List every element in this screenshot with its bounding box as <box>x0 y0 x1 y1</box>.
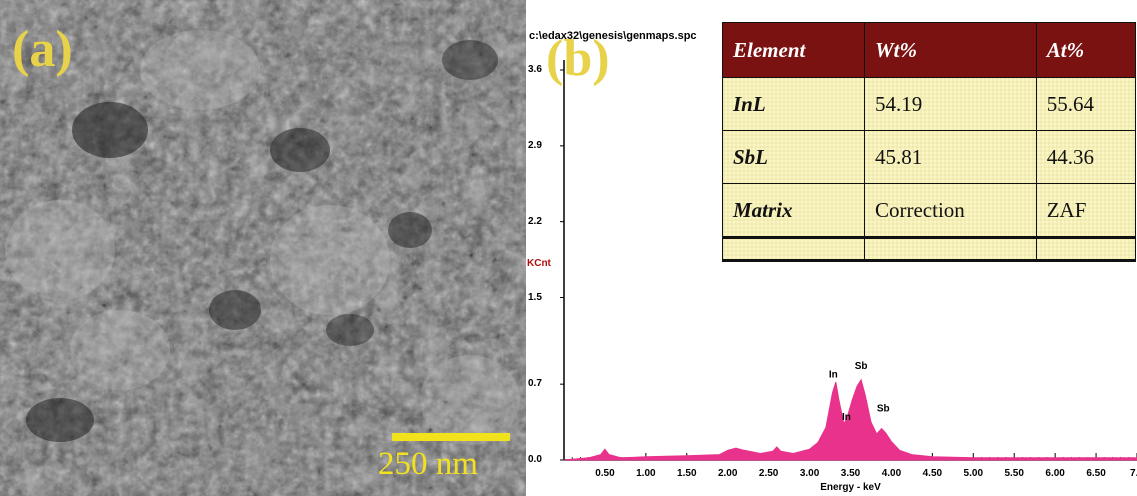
table-cell: Matrix <box>722 183 865 238</box>
table-filler-row <box>722 236 1137 262</box>
panel-a-label: (a) <box>12 21 73 78</box>
sem-image-panel: (a) 250 nm <box>0 0 526 496</box>
table-header-cell: Wt% <box>863 22 1037 78</box>
table-cell: 45.81 <box>863 130 1037 184</box>
y-tick-label: 3.6 <box>528 64 542 75</box>
x-tick-label: 1.50 <box>677 468 697 479</box>
table-cell: SbL <box>722 130 865 184</box>
x-tick-label: 6.50 <box>1086 468 1106 479</box>
table-cell: InL <box>722 77 865 131</box>
table-cell: 55.64 <box>1035 77 1137 131</box>
scale-bar-label: 250 nm <box>378 446 478 482</box>
table-cell: Correction <box>863 183 1037 238</box>
edx-spectrum-chart: 0.50 1.00 1.50 2.00 2.50 3.00 3.50 4.00 4.50 5.00… <box>560 60 1137 493</box>
x-tick-label: 3.00 <box>800 468 820 479</box>
x-tick-label: 4.00 <box>882 468 902 479</box>
table-cell-empty <box>722 236 865 262</box>
y-tick-label: 2.2 <box>528 215 542 227</box>
table-cell-empty <box>863 236 1037 262</box>
y-axis-unit: KCnt <box>527 258 551 269</box>
sem-micrograph <box>0 0 526 496</box>
x-tick-label: 7.0 <box>1130 468 1137 479</box>
spectrum-series <box>563 378 1137 461</box>
table-row: SbL 45.81 44.36 <box>722 130 1137 184</box>
x-tick-label: 2.00 <box>718 468 738 479</box>
table-row: InL 54.19 55.64 <box>722 77 1137 131</box>
x-tick-label: 4.50 <box>923 468 943 479</box>
y-tick-label: 1.5 <box>528 291 542 303</box>
table-cell-empty <box>1035 236 1137 262</box>
x-tick-label: 3.50 <box>841 468 861 479</box>
x-tick-label: 2.50 <box>759 468 779 479</box>
file-path-text: c:\edax32\genesis\genmaps.spc <box>529 30 697 42</box>
x-tick-label: 0.50 <box>595 468 615 479</box>
x-tick-label: 6.00 <box>1045 468 1065 479</box>
table-header-row: Element Wt% At% <box>722 22 1137 78</box>
x-tick-label: 1.00 <box>636 468 656 479</box>
composition-table: Element Wt% At% InL 54.19 55.64 SbL 45.8… <box>722 22 1137 262</box>
x-tick-label: 5.50 <box>1004 468 1024 479</box>
x-axis-title: Energy - keV <box>820 482 881 493</box>
table-header-cell: Element <box>722 22 865 78</box>
peak-label: Sb <box>877 403 890 414</box>
y-tick-label: 0.0 <box>528 454 542 465</box>
table-row: Matrix Correction ZAF <box>722 183 1137 238</box>
y-tick-label: 0.7 <box>528 378 542 390</box>
y-tick-label: 2.9 <box>528 139 542 151</box>
scale-bar <box>392 433 510 441</box>
table-cell: 54.19 <box>863 77 1037 131</box>
panel-b-label: (b) <box>546 30 610 87</box>
x-tick-label: 5.00 <box>964 468 984 479</box>
table-cell: 44.36 <box>1035 130 1137 184</box>
peak-label: In <box>829 370 838 381</box>
edx-spectrum-panel: 0.50 1.00 1.50 2.00 2.50 3.00 3.50 4.00 4.50 5.00… <box>526 0 1137 496</box>
table-cell: ZAF <box>1035 183 1137 238</box>
peak-label: In <box>842 412 851 423</box>
peak-label: Sb <box>855 361 868 372</box>
table-header-cell: At% <box>1035 22 1137 78</box>
